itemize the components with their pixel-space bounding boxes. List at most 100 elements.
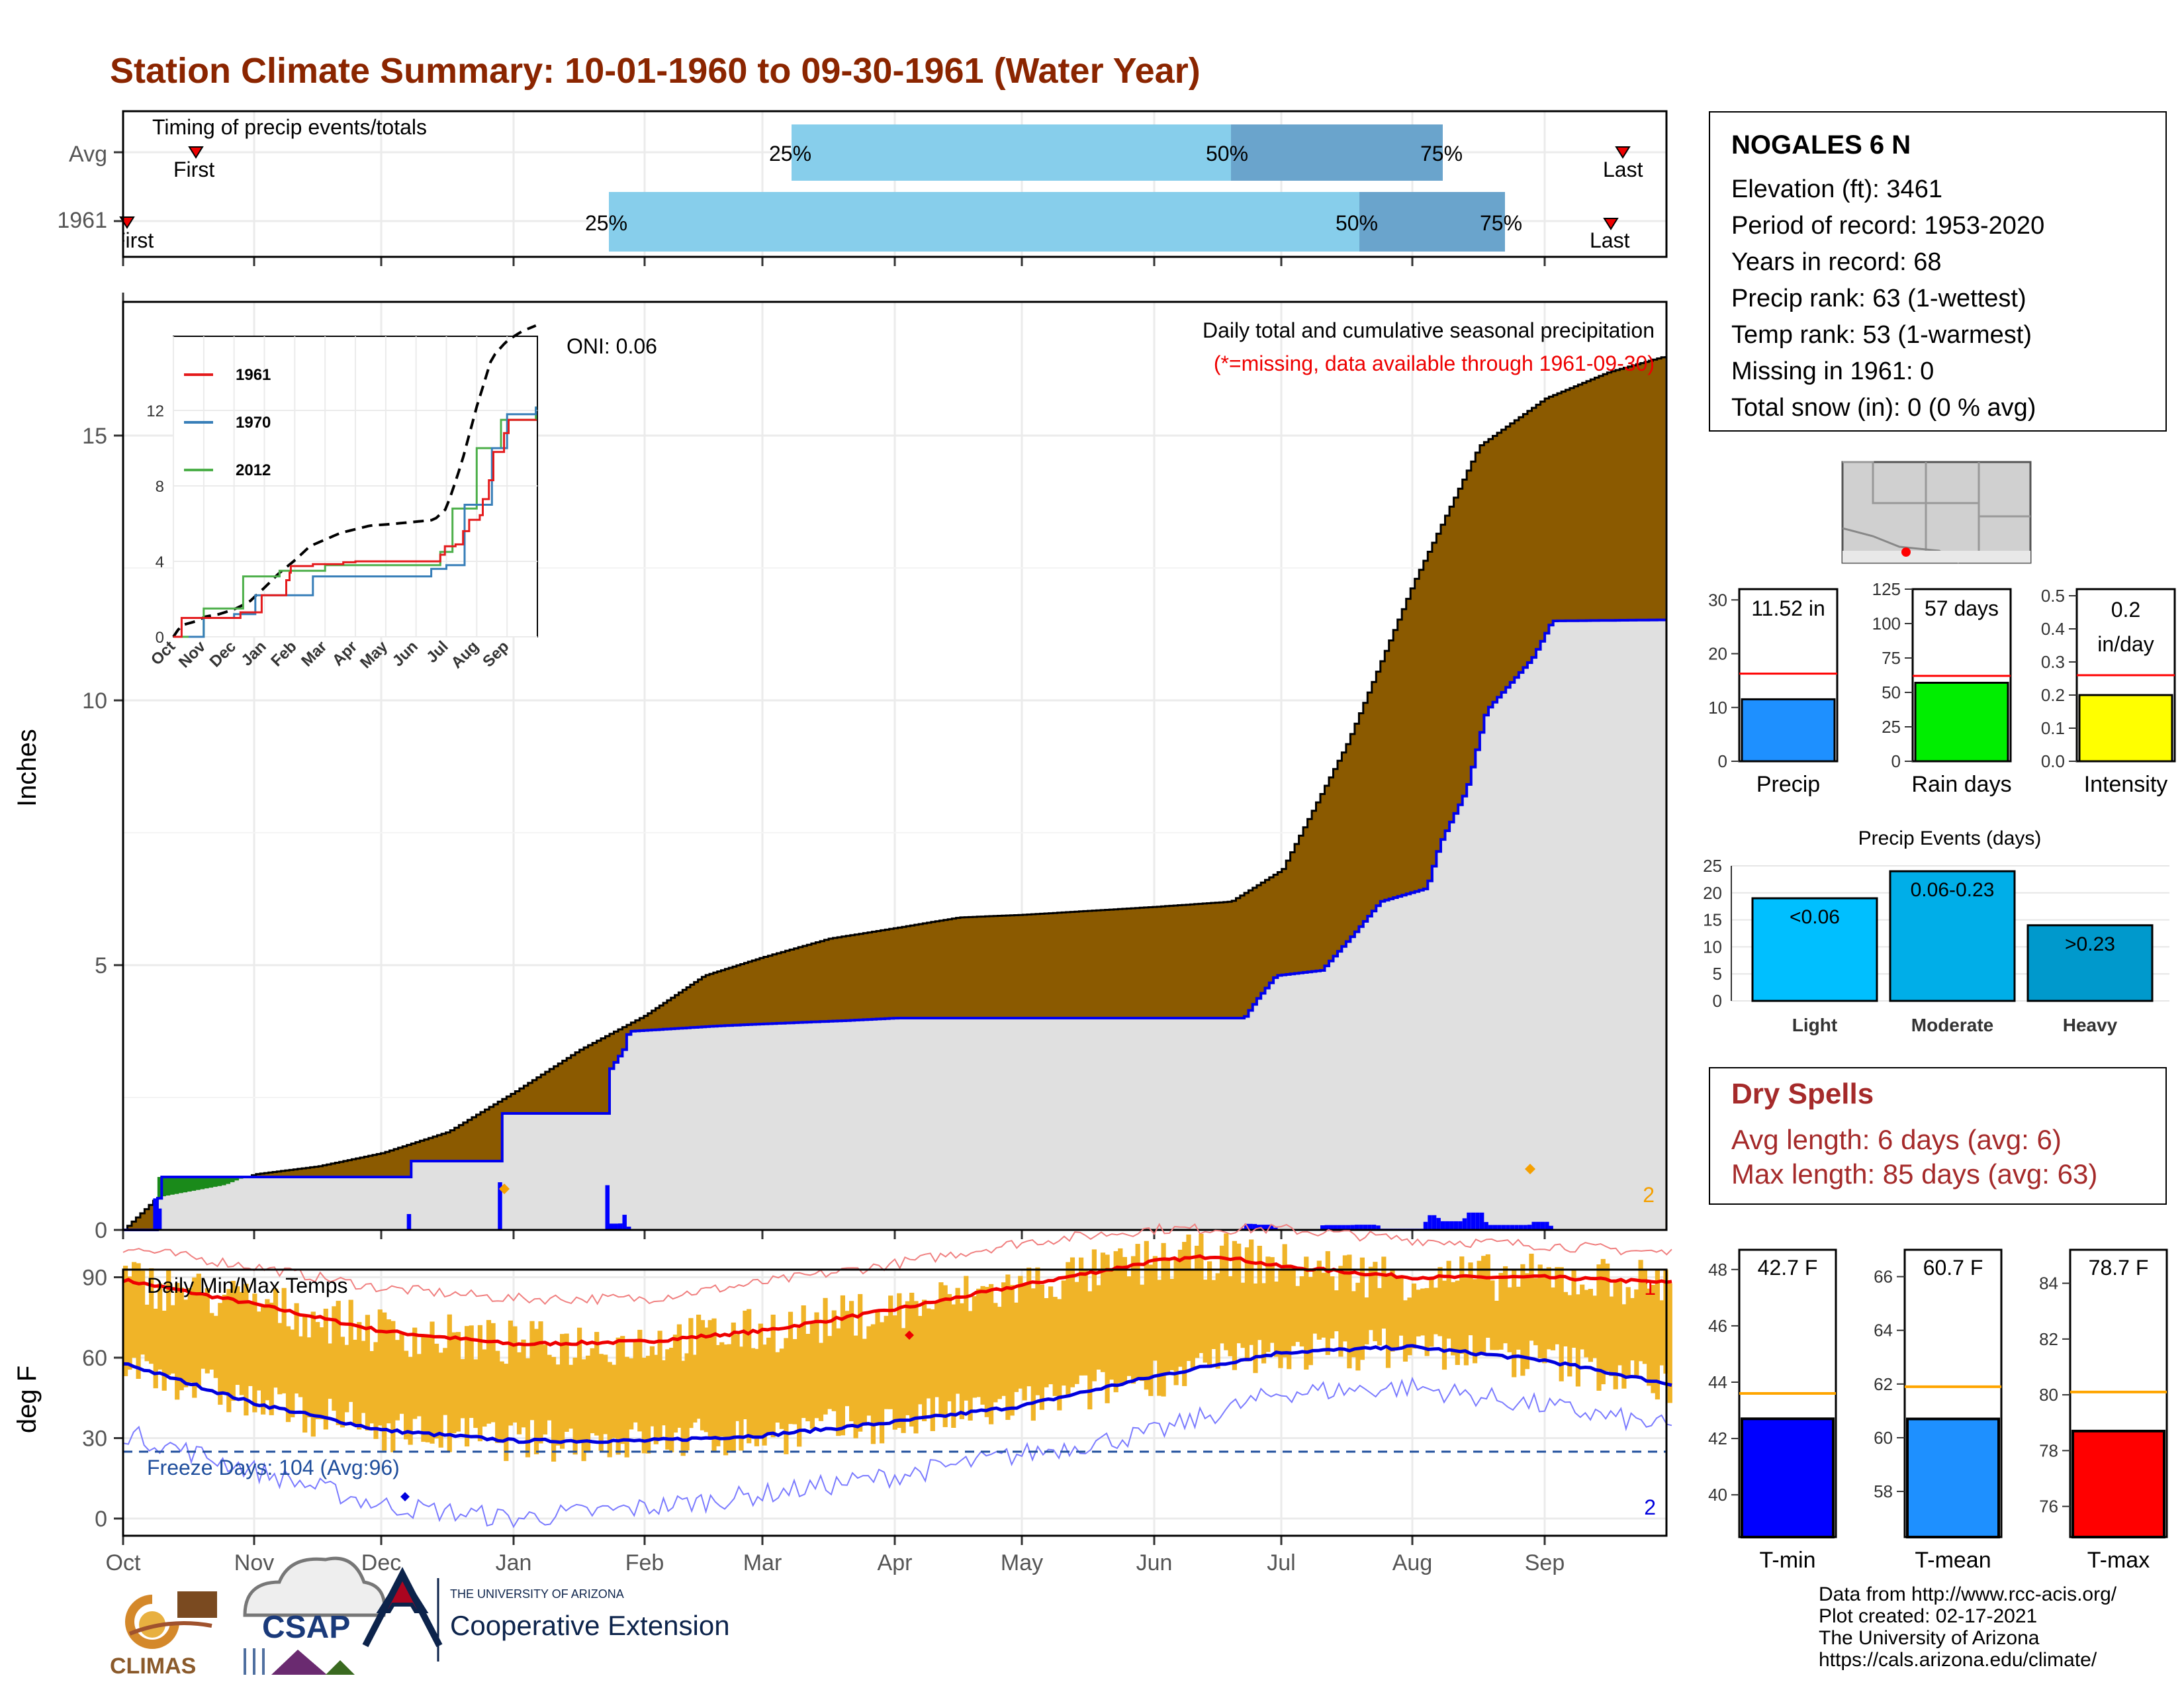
daily-temp-bar bbox=[336, 1301, 341, 1425]
daily-temp-bar bbox=[1005, 1274, 1011, 1420]
daily-temp-bar bbox=[1009, 1285, 1015, 1416]
climas-logo: CLIMAS bbox=[110, 1591, 217, 1679]
oni-label: ONI: 0.06 bbox=[567, 334, 657, 358]
daily-temp-bar bbox=[248, 1303, 253, 1386]
daily-temp-bar bbox=[1257, 1246, 1262, 1340]
mini-bar-label: Precip bbox=[1756, 772, 1820, 797]
daily-temp-bar bbox=[1249, 1239, 1254, 1345]
daily-temp-bar bbox=[955, 1288, 960, 1394]
daily-temp-bar bbox=[892, 1315, 897, 1430]
mini-bar-tick: 0.4 bbox=[2041, 619, 2065, 639]
daily-temp-bar bbox=[836, 1328, 841, 1436]
daily-temp-bar bbox=[1490, 1280, 1495, 1350]
temp-bar-tick: 76 bbox=[2039, 1497, 2058, 1517]
daily-temp-bar bbox=[637, 1329, 643, 1432]
daily-temp-bar bbox=[1135, 1244, 1140, 1380]
month-label: Sep bbox=[1525, 1550, 1565, 1575]
daily-temp-bar bbox=[1437, 1267, 1443, 1336]
daily-temp-bar bbox=[421, 1336, 426, 1442]
daily-temp-bar bbox=[1621, 1304, 1627, 1389]
daily-temp-bar bbox=[1498, 1272, 1504, 1350]
daily-temp-bar bbox=[222, 1294, 227, 1392]
daily-temp-bar bbox=[653, 1354, 659, 1444]
daily-temp-bar bbox=[1126, 1276, 1132, 1376]
temperature-bar-charts: 40 42 44 46 48 42.7 F T-min 58 60 62 64 66 60.7 F T-m… bbox=[1708, 1248, 2168, 1573]
daily-temp-bar bbox=[1169, 1278, 1175, 1370]
daily-temp-bar bbox=[968, 1311, 973, 1421]
daily-temp-bar bbox=[298, 1336, 303, 1397]
mini-bar-tick: 125 bbox=[1872, 579, 1901, 599]
daily-temp-bar bbox=[1429, 1279, 1434, 1347]
temp-bar-tick: 82 bbox=[2039, 1329, 2058, 1349]
daily-temp-bar bbox=[1152, 1256, 1158, 1361]
daily-temp-bar bbox=[469, 1325, 474, 1418]
daily-temp-bar bbox=[1433, 1288, 1438, 1335]
daily-temp-bar bbox=[213, 1315, 218, 1378]
daily-temp-bar bbox=[612, 1364, 617, 1438]
daily-temp-bar bbox=[1274, 1282, 1279, 1357]
daily-temp-bar bbox=[657, 1331, 662, 1438]
daily-temp-bar bbox=[1567, 1295, 1572, 1377]
mini-bar-tick: 0.0 bbox=[2041, 751, 2065, 771]
daily-temp-bar bbox=[1182, 1242, 1187, 1386]
daily-temp-bar bbox=[486, 1320, 492, 1424]
daily-temp-bar bbox=[323, 1309, 328, 1430]
daily-temp-bar bbox=[607, 1362, 612, 1458]
daily-precip-bar bbox=[1261, 1225, 1265, 1230]
daily-temp-bar bbox=[1377, 1288, 1382, 1346]
daily-temp-bar bbox=[1503, 1266, 1508, 1344]
credit-line: https://cals.arizona.edu/climate/ bbox=[1819, 1649, 2097, 1671]
daily-temp-bar bbox=[508, 1320, 513, 1426]
daily-temp-bar bbox=[328, 1343, 333, 1399]
daily-temp-bar bbox=[1079, 1257, 1084, 1376]
daily-temp-bar bbox=[1057, 1299, 1062, 1411]
daily-temp-bar bbox=[572, 1357, 578, 1455]
daily-temp-bar bbox=[538, 1321, 543, 1444]
daily-temp-bar bbox=[1295, 1286, 1300, 1342]
mini-bar-label: Intensity bbox=[2084, 772, 2168, 797]
record-high-marker bbox=[905, 1331, 914, 1340]
daily-temp-bar bbox=[1584, 1289, 1589, 1358]
daily-precip-bar bbox=[1436, 1217, 1441, 1230]
month-label: Nov bbox=[234, 1550, 274, 1575]
daily-temp-bar bbox=[1613, 1279, 1618, 1389]
credits: Data from http://www.rcc-acis.org/ Plot … bbox=[1819, 1583, 2116, 1671]
daily-temp-bar bbox=[127, 1276, 132, 1370]
daily-temp-bar bbox=[1048, 1286, 1054, 1385]
mini-bar-tick: 0.2 bbox=[2041, 685, 2065, 705]
daily-temp-bar bbox=[788, 1311, 794, 1425]
precip-ytick: 5 bbox=[95, 953, 107, 978]
daily-precip-bar bbox=[498, 1182, 502, 1230]
station-period: Period of record: 1953-2020 bbox=[1731, 212, 2045, 240]
daily-temp-bar bbox=[938, 1282, 944, 1417]
events-bar-label: >0.23 bbox=[2065, 933, 2115, 955]
daily-temp-bar bbox=[629, 1358, 634, 1430]
daily-temp-bar bbox=[290, 1329, 295, 1418]
daily-temp-bar bbox=[455, 1332, 461, 1432]
avg-p75-label: 75% bbox=[1420, 142, 1463, 165]
daily-temp-bar bbox=[715, 1344, 721, 1446]
daily-temp-bar bbox=[1424, 1288, 1430, 1356]
events-tick: 10 bbox=[1703, 937, 1722, 957]
daily-temp-bar bbox=[1351, 1291, 1356, 1358]
daily-precip-bar bbox=[1359, 1225, 1363, 1230]
daily-temp-bar bbox=[443, 1348, 448, 1415]
daily-temp-bar bbox=[1211, 1280, 1216, 1349]
daily-temp-bar bbox=[646, 1356, 651, 1454]
y1961-p25-label: 25% bbox=[585, 211, 627, 235]
daily-precip-bar bbox=[1440, 1221, 1445, 1230]
avg-last-marker bbox=[1615, 146, 1631, 159]
daily-temp-bar bbox=[482, 1349, 487, 1427]
daily-temp-bar bbox=[1642, 1270, 1647, 1364]
daily-temp-bar bbox=[465, 1326, 470, 1447]
daily-precip-bar bbox=[1458, 1221, 1463, 1230]
temp-ylabel: deg F bbox=[13, 1366, 42, 1433]
daily-temp-bar bbox=[490, 1323, 496, 1423]
daily-temp-bar bbox=[377, 1309, 383, 1426]
daily-precip-bar bbox=[1471, 1212, 1476, 1230]
daily-temp-bar bbox=[201, 1294, 206, 1369]
daily-temp-bar bbox=[1625, 1287, 1631, 1376]
daily-precip-bar bbox=[1453, 1221, 1459, 1230]
daily-precip-bar bbox=[1320, 1225, 1325, 1230]
mini-bar-tick: 75 bbox=[1882, 648, 1901, 668]
